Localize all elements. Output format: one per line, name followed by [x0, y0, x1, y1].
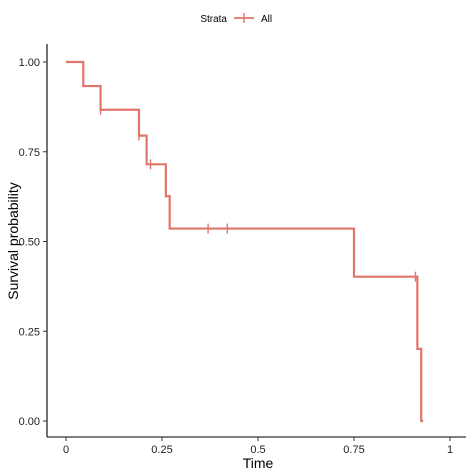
x-axis-title: Time	[243, 455, 274, 471]
x-tick-label: 0	[63, 444, 69, 456]
x-tick-label: 0.5	[250, 444, 265, 456]
x-tick-label: 0.75	[343, 444, 364, 456]
y-tick-label: 0.25	[19, 326, 40, 338]
legend-entry-all: All	[261, 14, 272, 25]
plot-area	[66, 60, 424, 423]
x-tick-label: 0.25	[151, 444, 172, 456]
legend-title: Strata	[200, 14, 227, 25]
y-tick-label: 0.75	[19, 147, 40, 159]
y-axis-title: Survival probability	[5, 182, 21, 300]
legend: Strata All	[200, 13, 272, 25]
y-tick-label: 0.50	[19, 237, 40, 249]
y-tick-label: 0.00	[19, 416, 40, 428]
axes: 0 0.25 0.5 0.75 1 0.00 0.25 0.50 0.75 1.00	[19, 44, 466, 456]
y-tick-label: 1.00	[19, 57, 40, 69]
survival-curve-all	[66, 60, 424, 423]
x-tick-label: 1	[447, 444, 453, 456]
